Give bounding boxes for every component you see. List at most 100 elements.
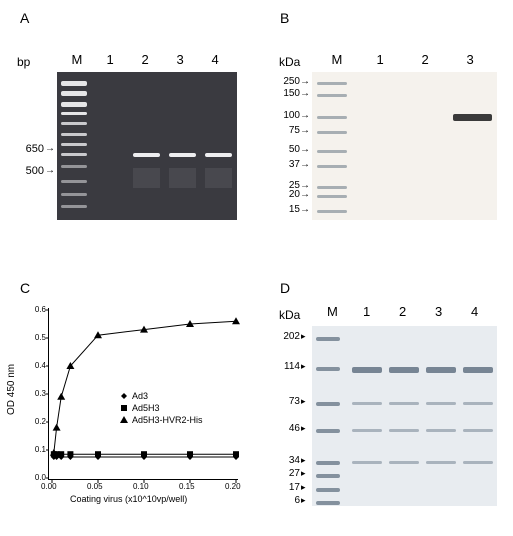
marker-arrow: ▸ (301, 423, 306, 434)
marker-arrow: ▸ (301, 396, 306, 407)
marker-label: 100 (278, 110, 300, 121)
panel-d-unit: kDa (279, 308, 300, 322)
sample-band (352, 402, 382, 405)
lane-header: 3 (467, 52, 474, 67)
marker-arrow: → (45, 143, 55, 154)
ladder-band (316, 367, 340, 371)
ladder-band (61, 122, 86, 125)
series-line (54, 321, 236, 453)
sample-band (169, 153, 196, 157)
lane-header: 2 (142, 52, 149, 67)
sample-band (463, 402, 493, 405)
xtick-label: 0.15 (179, 482, 195, 491)
ytick-label: 0.0 (28, 473, 46, 482)
lane-header: 3 (177, 52, 184, 67)
ladder-band (317, 150, 347, 153)
lane-header: 1 (377, 52, 384, 67)
panel-a-label: A (20, 10, 29, 26)
marker-label: 202 (278, 331, 300, 342)
marker-label: 114 (278, 361, 300, 372)
marker-arrow: ▸ (301, 468, 306, 479)
ytick-label: 0.3 (28, 389, 46, 398)
panel-b-gel (312, 72, 497, 220)
marker-arrow: → (300, 76, 310, 87)
sample-band (352, 367, 382, 373)
sample-band (426, 461, 456, 464)
legend-item: Ad5H3 (120, 402, 203, 414)
marker-label: 15 (278, 204, 300, 215)
ladder-band (316, 461, 340, 465)
ladder-band (317, 116, 347, 119)
lane-header: M (327, 304, 338, 319)
panel-c-legend: Ad3Ad5H3Ad5H3-HVR2-His (120, 390, 203, 426)
ladder-band (61, 193, 86, 196)
marker-label: 27 (278, 468, 300, 479)
panel-b-label: B (280, 10, 289, 26)
sample-band (352, 429, 382, 432)
ladder-band (317, 210, 347, 213)
marker-label: 17 (278, 482, 300, 493)
marker-arrow: ▸ (301, 455, 306, 466)
ladder-band (61, 91, 86, 96)
ytick-label: 0.4 (28, 361, 46, 370)
ladder-band (317, 82, 347, 85)
marker-label: 650 (18, 143, 44, 155)
ladder-band (61, 102, 86, 107)
ladder-band (316, 402, 340, 406)
ladder-band (316, 429, 340, 433)
sample-band (389, 429, 419, 432)
marker-label: 6 (278, 495, 300, 506)
sample-band (463, 429, 493, 432)
legend-label: Ad3 (132, 390, 148, 402)
lane-header: 3 (435, 304, 442, 319)
ladder-band (61, 81, 86, 86)
ladder-band (317, 195, 347, 198)
ladder-band (61, 133, 86, 136)
sample-band (426, 367, 456, 373)
legend-label: Ad5H3-HVR2-His (132, 414, 203, 426)
xtick-label: 0.00 (41, 482, 57, 491)
ladder-band (61, 205, 86, 208)
sample-band (133, 153, 160, 157)
lane-header: M (72, 52, 83, 67)
legend-item: Ad3 (120, 390, 203, 402)
sample-band (426, 429, 456, 432)
ladder-band (317, 94, 347, 97)
marker-arrow: ▸ (301, 482, 306, 493)
panel-d-gel (312, 326, 497, 506)
marker-label: 34 (278, 455, 300, 466)
marker-arrow: ▸ (301, 331, 306, 342)
marker-label: 50 (278, 144, 300, 155)
ladder-band (316, 488, 340, 492)
marker-label: 46 (278, 423, 300, 434)
lane-header: 2 (399, 304, 406, 319)
lane-header: M (332, 52, 343, 67)
panel-a-gel (57, 72, 237, 220)
marker-label: 73 (278, 396, 300, 407)
ladder-band (61, 180, 86, 183)
ladder-band (61, 153, 86, 156)
marker-arrow: → (300, 189, 310, 200)
panel-b-unit: kDa (279, 55, 300, 69)
lane-header: 1 (363, 304, 370, 319)
ladder-band (61, 165, 86, 168)
xtick-label: 0.05 (87, 482, 103, 491)
ytick-label: 0.1 (28, 445, 46, 454)
xtick-label: 0.20 (225, 482, 241, 491)
signal-band (453, 114, 492, 121)
panel-a-unit: bp (17, 55, 30, 69)
sample-band (389, 402, 419, 405)
xtick-label: 0.10 (133, 482, 149, 491)
marker-label: 75 (278, 125, 300, 136)
marker-label: 500 (18, 165, 44, 177)
marker-arrow: → (300, 144, 310, 155)
ladder-band (317, 131, 347, 134)
ladder-band (317, 165, 347, 168)
panel-d-label: D (280, 280, 290, 296)
lane-header: 4 (471, 304, 478, 319)
ladder-band (61, 143, 86, 146)
panel-d-lane-headers: M 1 2 3 4 (315, 304, 495, 322)
marker-arrow: → (300, 125, 310, 136)
sample-band (389, 461, 419, 464)
ladder-band (61, 112, 86, 115)
